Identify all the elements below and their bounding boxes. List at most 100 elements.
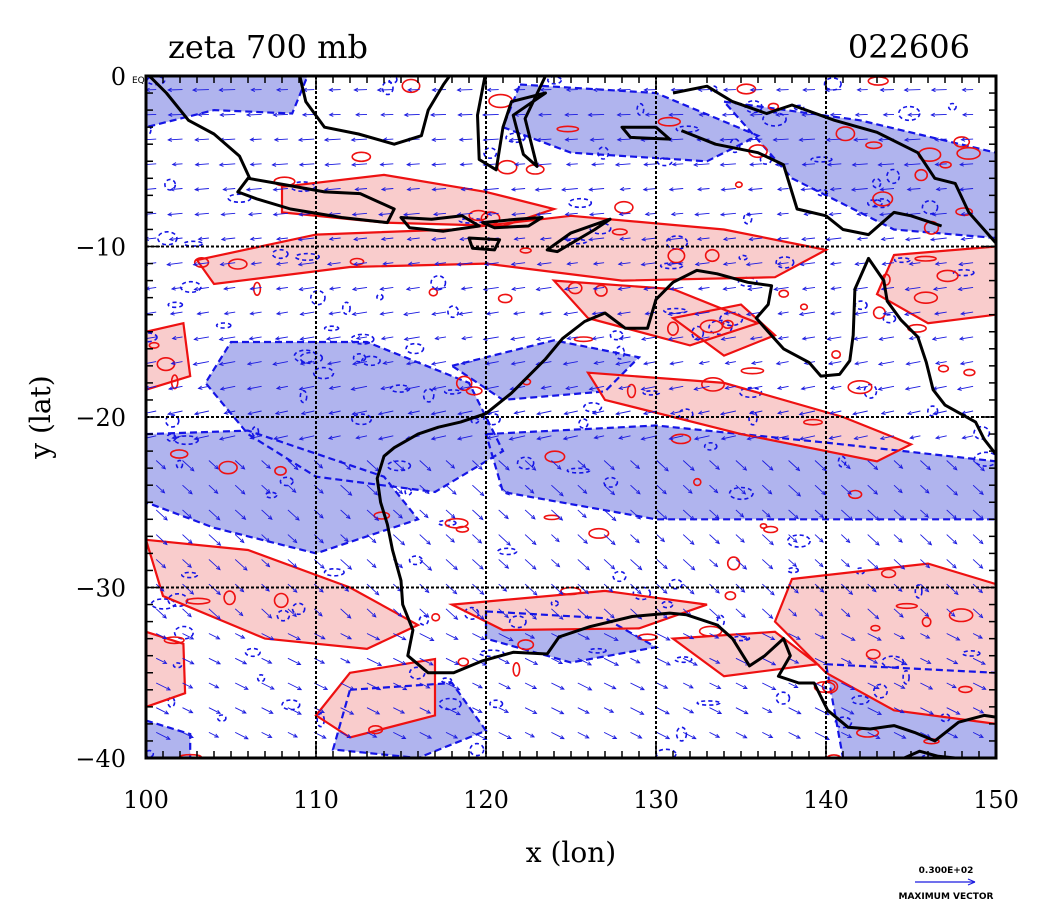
wind-arrow <box>616 112 631 117</box>
wind-arrow <box>540 385 552 390</box>
wind-arrow <box>218 87 236 93</box>
pos-region-carpentaria <box>673 304 775 356</box>
neg-small-contour <box>430 275 447 291</box>
wind-arrow <box>193 286 209 292</box>
wind-arrow <box>194 187 209 192</box>
wind-arrow <box>840 559 851 568</box>
wind-arrow <box>498 559 510 569</box>
wind-arrow <box>445 682 461 691</box>
wind-arrow <box>155 731 171 740</box>
wind-arrow <box>314 682 329 690</box>
wind-arrow <box>511 212 526 217</box>
wind-arrow <box>328 410 341 415</box>
wind-arrow <box>841 682 856 690</box>
wind-arrow <box>146 361 157 364</box>
wind-arrow <box>340 657 351 664</box>
wind-arrow <box>565 87 578 93</box>
equator-mark: EQ <box>132 76 145 86</box>
wind-arrow <box>245 112 262 118</box>
wind-arrow <box>856 236 868 241</box>
wind-arrow <box>920 484 930 494</box>
wind-arrow <box>972 559 984 569</box>
wind-arrow <box>155 608 167 619</box>
wind-arrow <box>445 484 457 495</box>
wind-arrow <box>777 311 789 316</box>
wind-arrow <box>220 237 236 242</box>
pos-small-contour <box>963 368 976 377</box>
wind-arrow <box>905 361 921 366</box>
wind-arrow <box>854 112 868 117</box>
neg-small-contour <box>146 749 155 758</box>
neg-region-banda-sea <box>503 84 758 162</box>
wind-arrow <box>146 188 157 190</box>
neg-small-contour <box>489 699 504 709</box>
pos-small-contour <box>457 657 470 667</box>
wind-arrow <box>445 559 458 571</box>
wind-arrow <box>618 385 631 391</box>
pos-small-contour <box>847 489 863 500</box>
wind-arrow <box>171 162 183 167</box>
wind-arrow <box>801 112 816 117</box>
pos-small-contour <box>880 568 897 579</box>
wind-arrow <box>325 336 341 341</box>
pos-small-contour <box>273 592 289 609</box>
pos-region-left-edge <box>146 631 186 707</box>
wind-arrow <box>524 534 537 546</box>
wind-arrow <box>261 707 274 714</box>
wind-arrow <box>551 460 562 470</box>
wind-arrow <box>603 608 615 619</box>
neg-small-contour <box>582 401 603 413</box>
neg-small-contour <box>264 491 278 499</box>
x-tick-label: 150 <box>973 786 1019 814</box>
wind-arrow <box>234 559 248 571</box>
wind-arrow <box>445 657 460 665</box>
wind-arrow <box>603 731 618 739</box>
wind-arrow <box>166 410 183 416</box>
coast-new-guinea-south <box>680 129 943 237</box>
wind-arrow <box>275 311 288 316</box>
pos-small-contour <box>937 364 950 373</box>
wind-arrow <box>498 707 510 713</box>
wind-arrow <box>867 534 880 546</box>
wind-arrow <box>946 509 958 520</box>
wind-arrow <box>456 87 473 93</box>
wind-arrow <box>920 608 930 617</box>
wind-arrow <box>668 435 684 441</box>
wind-arrow <box>551 559 561 568</box>
pos-small-contour <box>519 247 532 254</box>
wind-arrow <box>904 286 921 292</box>
pos-small-contour <box>614 200 634 214</box>
wind-arrow <box>592 286 605 291</box>
wind-arrow <box>762 682 777 691</box>
wind-arrow <box>551 707 565 715</box>
wind-arrow <box>355 112 368 117</box>
wind-arrow <box>972 657 986 665</box>
wind-arrow <box>510 187 526 192</box>
wind-arrow <box>166 262 183 267</box>
neg-small-contour <box>691 325 705 341</box>
pos-small-contour <box>594 284 608 297</box>
pos-small-contour <box>163 636 185 645</box>
neg-small-contour <box>146 332 158 343</box>
wind-arrow <box>155 707 170 715</box>
neg-small-contour <box>216 714 227 722</box>
pos-small-contour <box>373 511 391 520</box>
wind-arrow <box>208 484 219 495</box>
neg-small-contour <box>656 157 673 167</box>
wind-arrow <box>630 731 643 739</box>
wind-arrow <box>957 286 974 292</box>
wind-arrow <box>377 410 394 416</box>
neg-small-contour <box>674 656 693 664</box>
wind-arrow <box>931 336 947 341</box>
wind-arrow <box>630 657 641 664</box>
wind-arrow <box>234 484 246 495</box>
wind-arrow <box>208 731 220 738</box>
neg-small-contour <box>952 269 975 277</box>
wind-arrow <box>588 187 605 192</box>
wind-arrow <box>272 112 288 118</box>
wind-arrow <box>218 435 236 441</box>
wind-arrow <box>234 633 246 639</box>
wind-arrow <box>694 311 710 317</box>
wind-arrow <box>667 311 684 317</box>
neg-small-contour <box>165 414 180 428</box>
